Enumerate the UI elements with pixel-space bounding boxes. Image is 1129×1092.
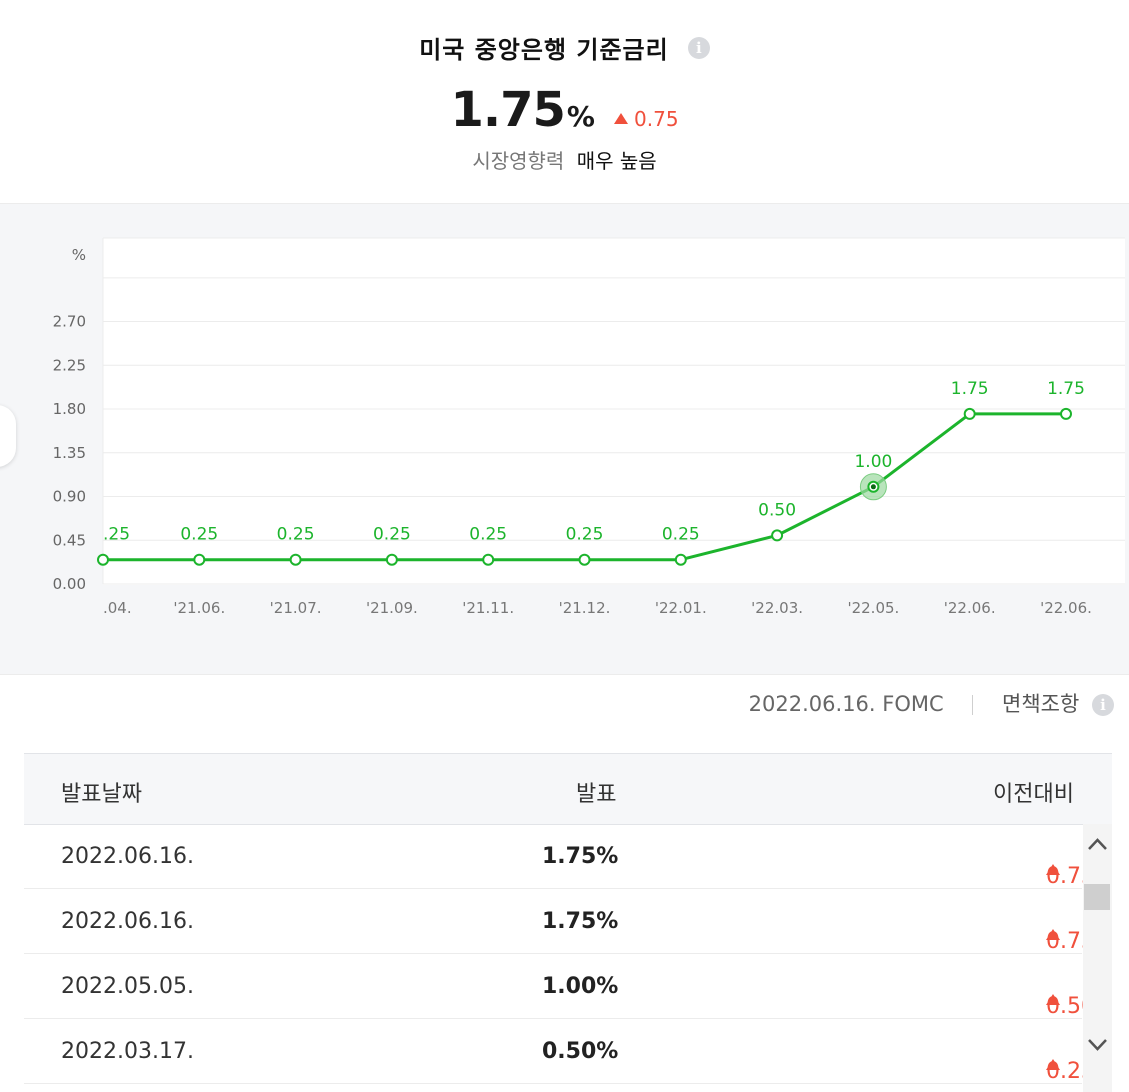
grid-lines (102, 237, 1125, 585)
y-tick-label: 0.90 (53, 488, 86, 506)
data-point (1060, 407, 1072, 420)
rate-change-value: 0.75 (634, 107, 679, 131)
table-row: 2022.05.05. 1.00% 0.50 (24, 954, 1095, 1019)
x-tick-label: .04. (103, 599, 132, 617)
x-tick-label: '22.05. (847, 599, 899, 617)
data-label: .25 (103, 525, 130, 545)
y-tick-label: 2.25 (53, 356, 86, 374)
triangle-up-icon (1046, 994, 1060, 1005)
table-row: 2022.06.16. 1.75% 0.75 (24, 824, 1095, 889)
y-tick-label: 0.45 (53, 531, 86, 549)
source-row: 2022.06.16. FOMC 면책조항 i (749, 688, 1114, 718)
table-scrollbar[interactable] (1083, 824, 1112, 1092)
data-point (385, 553, 398, 566)
info-icon[interactable]: i (1092, 694, 1114, 716)
triangle-up-icon (614, 113, 629, 124)
row-value: 1.75% (542, 909, 619, 934)
x-tick-label: '21.09. (366, 599, 418, 617)
data-label: 0.25 (373, 525, 411, 545)
page-title: 미국 중앙은행 기준금리 (419, 36, 669, 64)
x-tick-label: '22.06. (944, 599, 996, 617)
scroll-thumb[interactable] (1084, 884, 1110, 910)
table-row: 2022.03.17. 0.50% 0.25 (24, 1019, 1095, 1084)
y-tick-label: 1.35 (53, 444, 86, 462)
rate-history-table: 발표날짜 발표 이전대비 2022.06.16. 1.75% 0.75 2022… (24, 753, 1112, 1092)
rate-change: 0.75 (614, 107, 679, 131)
divider (972, 695, 974, 715)
data-point (963, 407, 976, 420)
data-label: 0.50 (758, 500, 796, 520)
x-tick-label: '21.07. (270, 599, 322, 617)
data-label: 0.25 (469, 525, 507, 545)
header-value: 발표 (576, 782, 617, 807)
data-point (97, 553, 109, 566)
data-label: 1.75 (951, 379, 989, 399)
chart-prev-button[interactable] (0, 405, 16, 467)
title-row: 미국 중앙은행 기준금리 i (0, 30, 1129, 65)
data-label: 0.25 (277, 525, 315, 545)
y-tick-label: 2.70 (53, 313, 86, 331)
x-tick-label: '21.06. (173, 599, 225, 617)
current-rate-value: 1.75 (450, 82, 565, 138)
data-label: 0.25 (566, 525, 604, 545)
data-point (578, 553, 591, 566)
chevron-up-icon (1088, 838, 1107, 850)
triangle-up-icon (1046, 864, 1060, 875)
info-icon[interactable]: i (687, 36, 710, 59)
data-point (674, 553, 687, 566)
x-tick-label: '22.06. (1040, 599, 1092, 617)
source-text: 2022.06.16. FOMC (748, 692, 944, 716)
data-point-center (870, 484, 876, 490)
rate-unit: % (566, 100, 595, 133)
influence-value: 매우 높음 (576, 149, 657, 173)
x-tick-label: '22.01. (655, 599, 707, 617)
y-tick-label: 0.00 (53, 575, 86, 593)
data-label: 1.75 (1047, 379, 1085, 399)
triangle-up-icon (1046, 1059, 1060, 1070)
indicator-header: 미국 중앙은행 기준금리 i 1.75% 0.75 시장영향력 매우 높음 (0, 0, 1129, 203)
y-axis-label: % (72, 246, 86, 264)
influence-row: 시장영향력 매우 높음 (0, 145, 1129, 174)
table-row: 2022.06.16. 1.75% 0.75 (24, 889, 1095, 954)
row-date: 2022.05.05. (61, 974, 194, 999)
row-value: 1.00% (542, 974, 619, 999)
data-label: 0.25 (180, 525, 218, 545)
data-label: 0.25 (662, 525, 700, 545)
row-value: 0.50% (542, 1039, 619, 1064)
disclaimer-link[interactable]: 면책조항 (1002, 692, 1080, 716)
header-date: 발표날짜 (61, 782, 142, 807)
header-prev: 이전대비 (993, 782, 1074, 807)
plot-background (103, 238, 1125, 585)
data-label: 1.00 (854, 452, 892, 472)
table-header: 발표날짜 발표 이전대비 (24, 753, 1112, 825)
row-value: 1.75% (542, 844, 619, 869)
data-point (482, 553, 495, 566)
data-point (771, 529, 784, 542)
rate-line-chart: % 2.70 2.25 1.80 1.35 0.90 0.45 0.00 .04. '21.0… (53, 237, 1125, 617)
x-axis-ticks: .04. '21.06. '21.07. '21.09. '21.11. '21.12. '… (103, 599, 1092, 617)
data-point (193, 553, 206, 566)
row-date: 2022.03.17. (61, 1039, 194, 1064)
y-axis-ticks: 2.70 2.25 1.80 1.35 0.90 0.45 0.00 (53, 313, 86, 593)
value-row: 1.75% 0.75 (0, 82, 1129, 138)
x-tick-label: '22.03. (751, 599, 803, 617)
scroll-up-button[interactable] (1083, 824, 1112, 864)
row-date: 2022.06.16. (61, 844, 194, 869)
rate-series: .25 0.25 0.25 0.25 0.25 0.25 0.25 0.50 1.00 1.75 1… (97, 379, 1085, 566)
triangle-up-icon (1046, 929, 1060, 940)
x-tick-label: '21.11. (462, 599, 514, 617)
influence-label: 시장영향력 (472, 149, 565, 173)
y-tick-label: 1.80 (53, 400, 86, 418)
row-date: 2022.06.16. (61, 909, 194, 934)
data-point (289, 553, 302, 566)
scroll-down-button[interactable] (1083, 1029, 1112, 1059)
x-tick-label: '21.12. (559, 599, 611, 617)
chevron-down-icon (1088, 1039, 1107, 1051)
